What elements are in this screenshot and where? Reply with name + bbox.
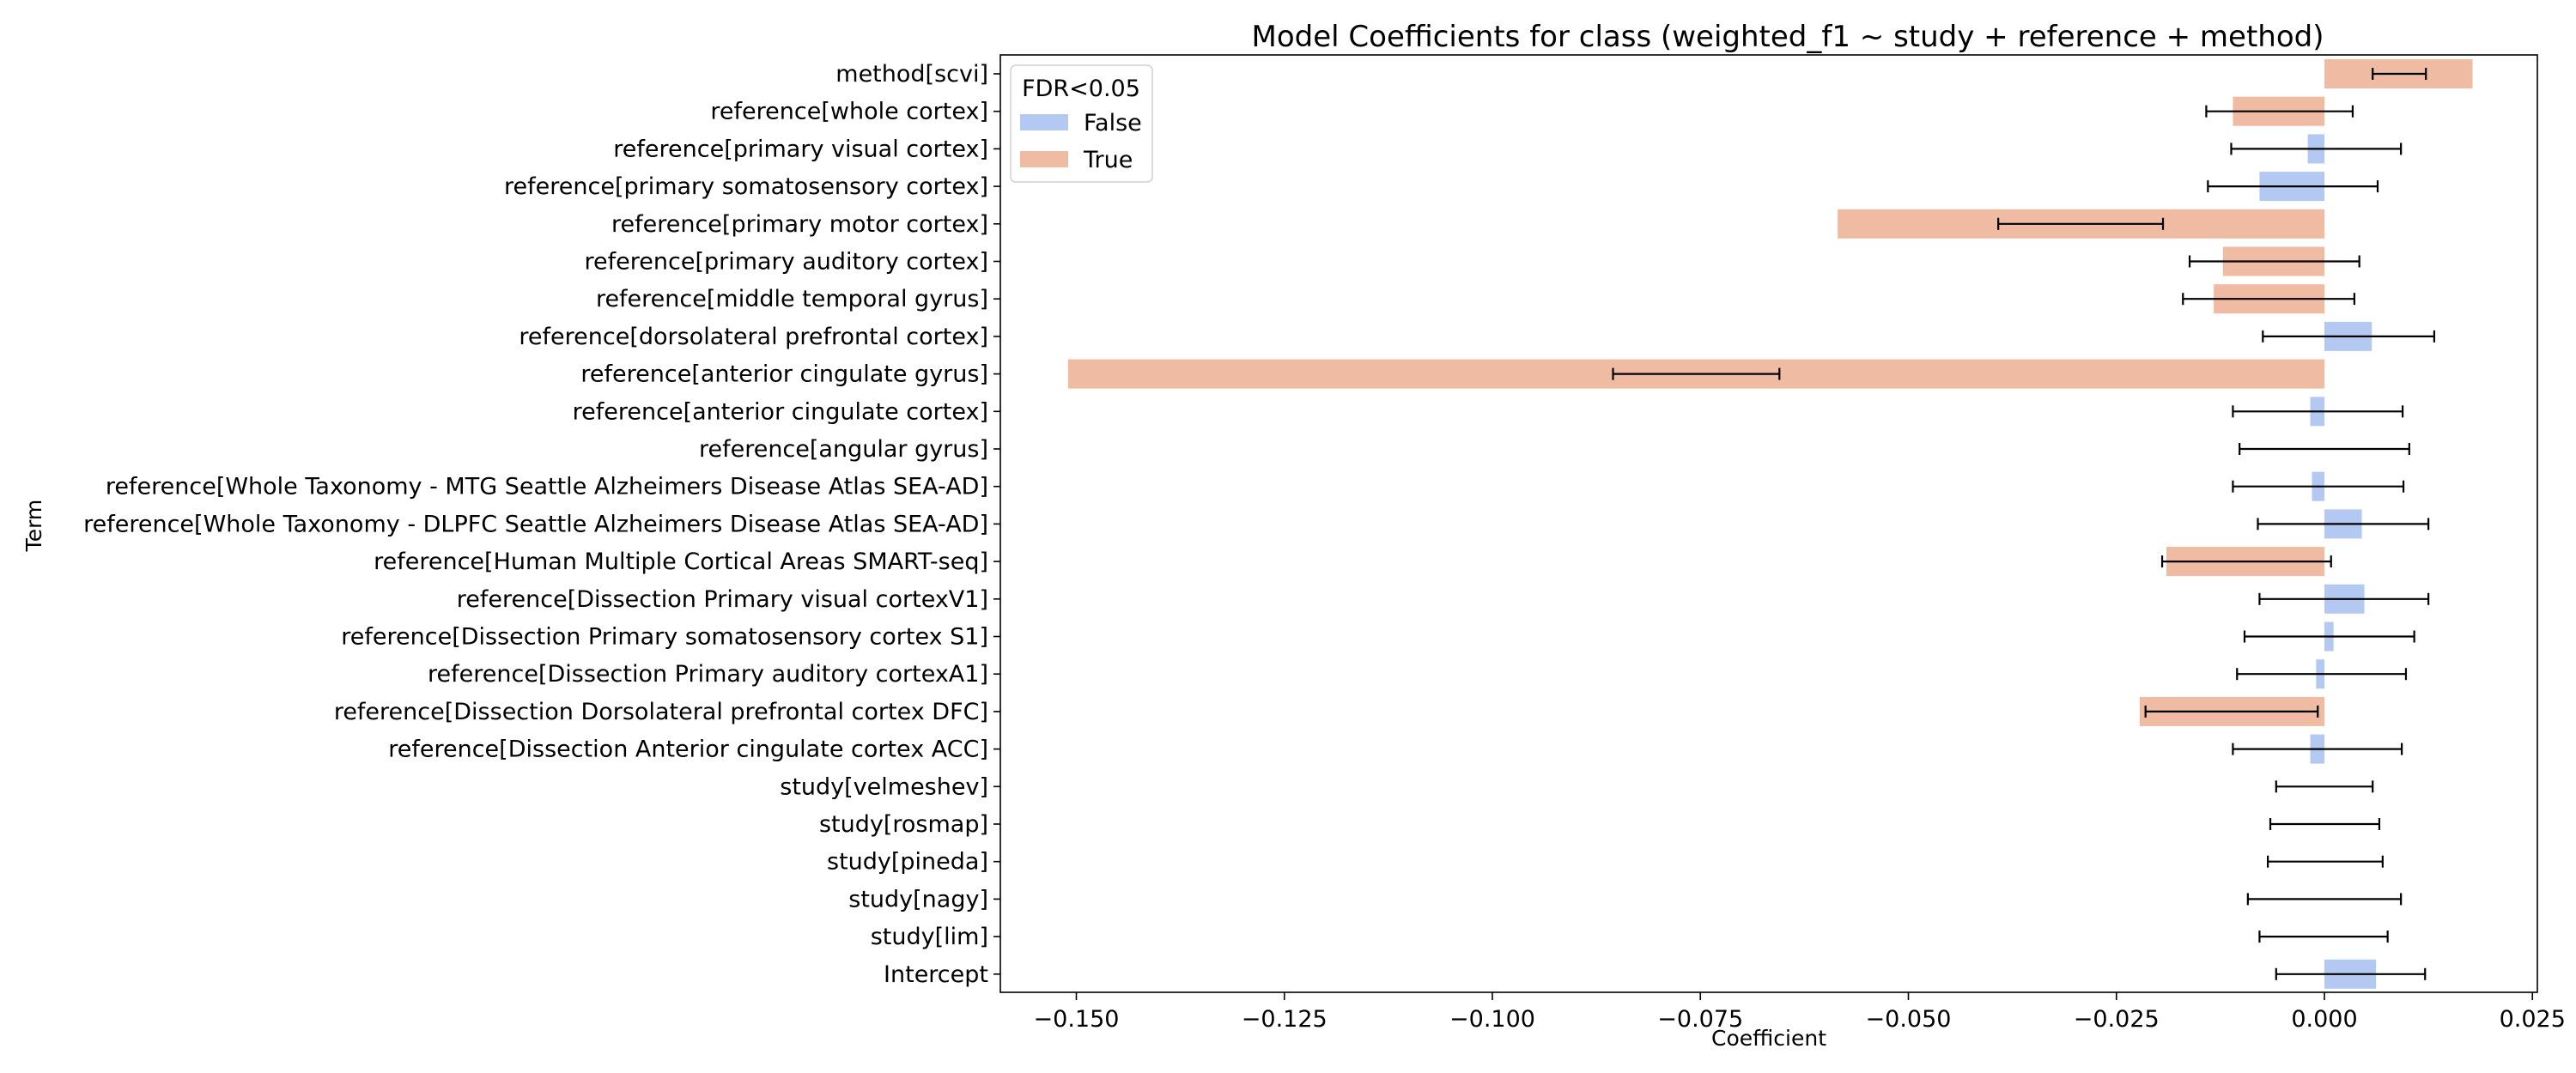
errorbar-reference-dissection-primary-somatosensory-cortex-s1 [2243, 630, 2415, 643]
x-tick-label: −0.100 [1449, 1006, 1535, 1033]
y-tick-label-study-lim: study[lim] [871, 924, 988, 950]
errorbar-reference-human-multiple-cortical-areas-smart-seq [2160, 555, 2332, 568]
x-tick-label: −0.050 [1866, 1006, 1952, 1033]
y-tick-label-study-nagy: study[nagy] [848, 886, 988, 912]
x-tick-label: 0.025 [2500, 1006, 2566, 1033]
y-tick-label-reference-dorsolateral-prefrontal-cortex: reference[dorsolateral prefrontal cortex… [519, 324, 988, 350]
errorbar-reference-middle-temporal-gyrus [2182, 293, 2355, 306]
errorbar-reference-dissection-dorsolateral-prefrontal-cortex-dfc [2144, 705, 2319, 718]
legend-swatch-false [1020, 114, 1068, 130]
errorbars-layer [1612, 68, 2436, 980]
x-axis-title: Coefficient [1711, 1026, 1826, 1051]
legend-swatch-true [1020, 151, 1068, 167]
legend-label-false: False [1084, 110, 1142, 136]
errorbar-reference-whole-taxonomy-mtg-seattle-alzheimers-disease-atlas-sea-ad [2232, 480, 2405, 493]
x-tick-label: −0.025 [2074, 1006, 2160, 1033]
y-tick-label-reference-anterior-cingulate-gyrus: reference[anterior cingulate gyrus] [580, 361, 988, 388]
y-tick-label-reference-human-multiple-cortical-areas-smart-seq: reference[Human Multiple Cortical Areas … [374, 549, 988, 575]
y-tick-label-reference-dissection-primary-visual-cortexv1: reference[Dissection Primary visual cort… [457, 586, 988, 613]
legend: FDR<0.05 False True [1010, 64, 1153, 183]
legend-label-true: True [1083, 147, 1133, 173]
errorbar-reference-anterior-cingulate-gyrus [1612, 367, 1781, 380]
y-tick-label-reference-primary-motor-cortex: reference[primary motor cortex] [611, 211, 988, 238]
errorbar-reference-whole-taxonomy-dlpfc-seattle-alzheimers-disease-atlas-sea-ad [2257, 518, 2430, 530]
bars-layer [1067, 59, 2473, 989]
x-tick-label: 0.000 [2291, 1006, 2357, 1033]
x-tick-label: −0.125 [1242, 1006, 1327, 1033]
y-tick-label-reference-primary-auditory-cortex: reference[primary auditory cortex] [585, 249, 988, 276]
errorbar-reference-dissection-primary-visual-cortexv1 [2258, 592, 2430, 605]
errorbar-study-rosmap [2269, 818, 2381, 830]
y-tick-label-reference-angular-gyrus: reference[angular gyrus] [699, 436, 988, 463]
y-tick-label-reference-whole-taxonomy-dlpfc-seattle-alzheimers-disease-atlas-sea-ad: reference[Whole Taxonomy - DLPFC Seattle… [83, 511, 988, 537]
y-axis: method[scvi] reference[whole cortex] refer… [83, 61, 1000, 988]
x-axis: −0.150 −0.125 −0.100 −0.075 −0.050 −0.025 0.00… [1034, 992, 2566, 1033]
y-tick-label-reference-dissection-anterior-cingulate-cortex-acc: reference[Dissection Anterior cingulate … [388, 737, 988, 763]
errorbar-reference-angular-gyrus [2239, 443, 2410, 455]
y-tick-label-reference-primary-visual-cortex: reference[primary visual cortex] [613, 136, 988, 162]
errorbar-reference-whole-cortex [2205, 105, 2354, 118]
y-tick-label-study-pineda: study[pineda] [827, 849, 988, 876]
errorbar-study-nagy [2246, 893, 2403, 906]
errorbar-reference-dissection-anterior-cingulate-cortex-acc [2232, 743, 2403, 755]
errorbar-method-scvi [2372, 68, 2427, 80]
errorbar-reference-dorsolateral-prefrontal-cortex [2262, 330, 2436, 343]
errorbar-study-lim [2258, 931, 2389, 943]
y-tick-label-reference-dissection-primary-auditory-cortexa1: reference[Dissection Primary auditory co… [428, 661, 988, 688]
errorbar-reference-primary-auditory-cortex [2188, 255, 2360, 268]
errorbar-intercept [2275, 967, 2427, 980]
y-tick-label-method-scvi: method[scvi] [835, 61, 988, 88]
y-tick-label-reference-whole-cortex: reference[whole cortex] [710, 99, 988, 125]
x-tick-label: −0.075 [1657, 1006, 1743, 1033]
y-tick-label-reference-anterior-cingulate-cortex: reference[anterior cingulate cortex] [573, 398, 988, 425]
y-axis-title: Term [21, 500, 46, 553]
errorbar-study-pineda [2267, 855, 2384, 868]
errorbar-reference-primary-motor-cortex [1997, 217, 2165, 230]
y-tick-label-reference-dissection-primary-somatosensory-cortex-s1: reference[Dissection Primary somatosenso… [341, 624, 988, 651]
y-tick-label-reference-middle-temporal-gyrus: reference[middle temporal gyrus] [596, 286, 988, 312]
errorbar-study-velmeshev [2275, 780, 2374, 793]
legend-title: FDR<0.05 [1022, 76, 1140, 102]
y-tick-label-reference-whole-taxonomy-mtg-seattle-alzheimers-disease-atlas-sea-ad: reference[Whole Taxonomy - MTG Seattle A… [106, 474, 988, 500]
errorbar-reference-dissection-primary-auditory-cortexa1 [2236, 668, 2408, 681]
y-tick-label-study-velmeshev: study[velmeshev] [780, 773, 988, 800]
errorbar-reference-primary-somatosensory-cortex [2207, 180, 2379, 193]
y-tick-label-reference-dissection-dorsolateral-prefrontal-cortex-dfc: reference[Dissection Dorsolateral prefro… [334, 699, 988, 725]
chart-title: Model Coefficients for class (weighted_f… [1252, 20, 2324, 54]
errorbar-reference-anterior-cingulate-cortex [2232, 405, 2404, 418]
x-tick-label: −0.150 [1034, 1006, 1120, 1033]
errorbar-reference-primary-visual-cortex [2230, 142, 2403, 155]
y-tick-label-reference-primary-somatosensory-cortex: reference[primary somatosensory cortex] [504, 173, 988, 200]
y-tick-label-intercept: Intercept [884, 961, 988, 988]
y-tick-label-study-rosmap: study[rosmap] [819, 811, 988, 838]
